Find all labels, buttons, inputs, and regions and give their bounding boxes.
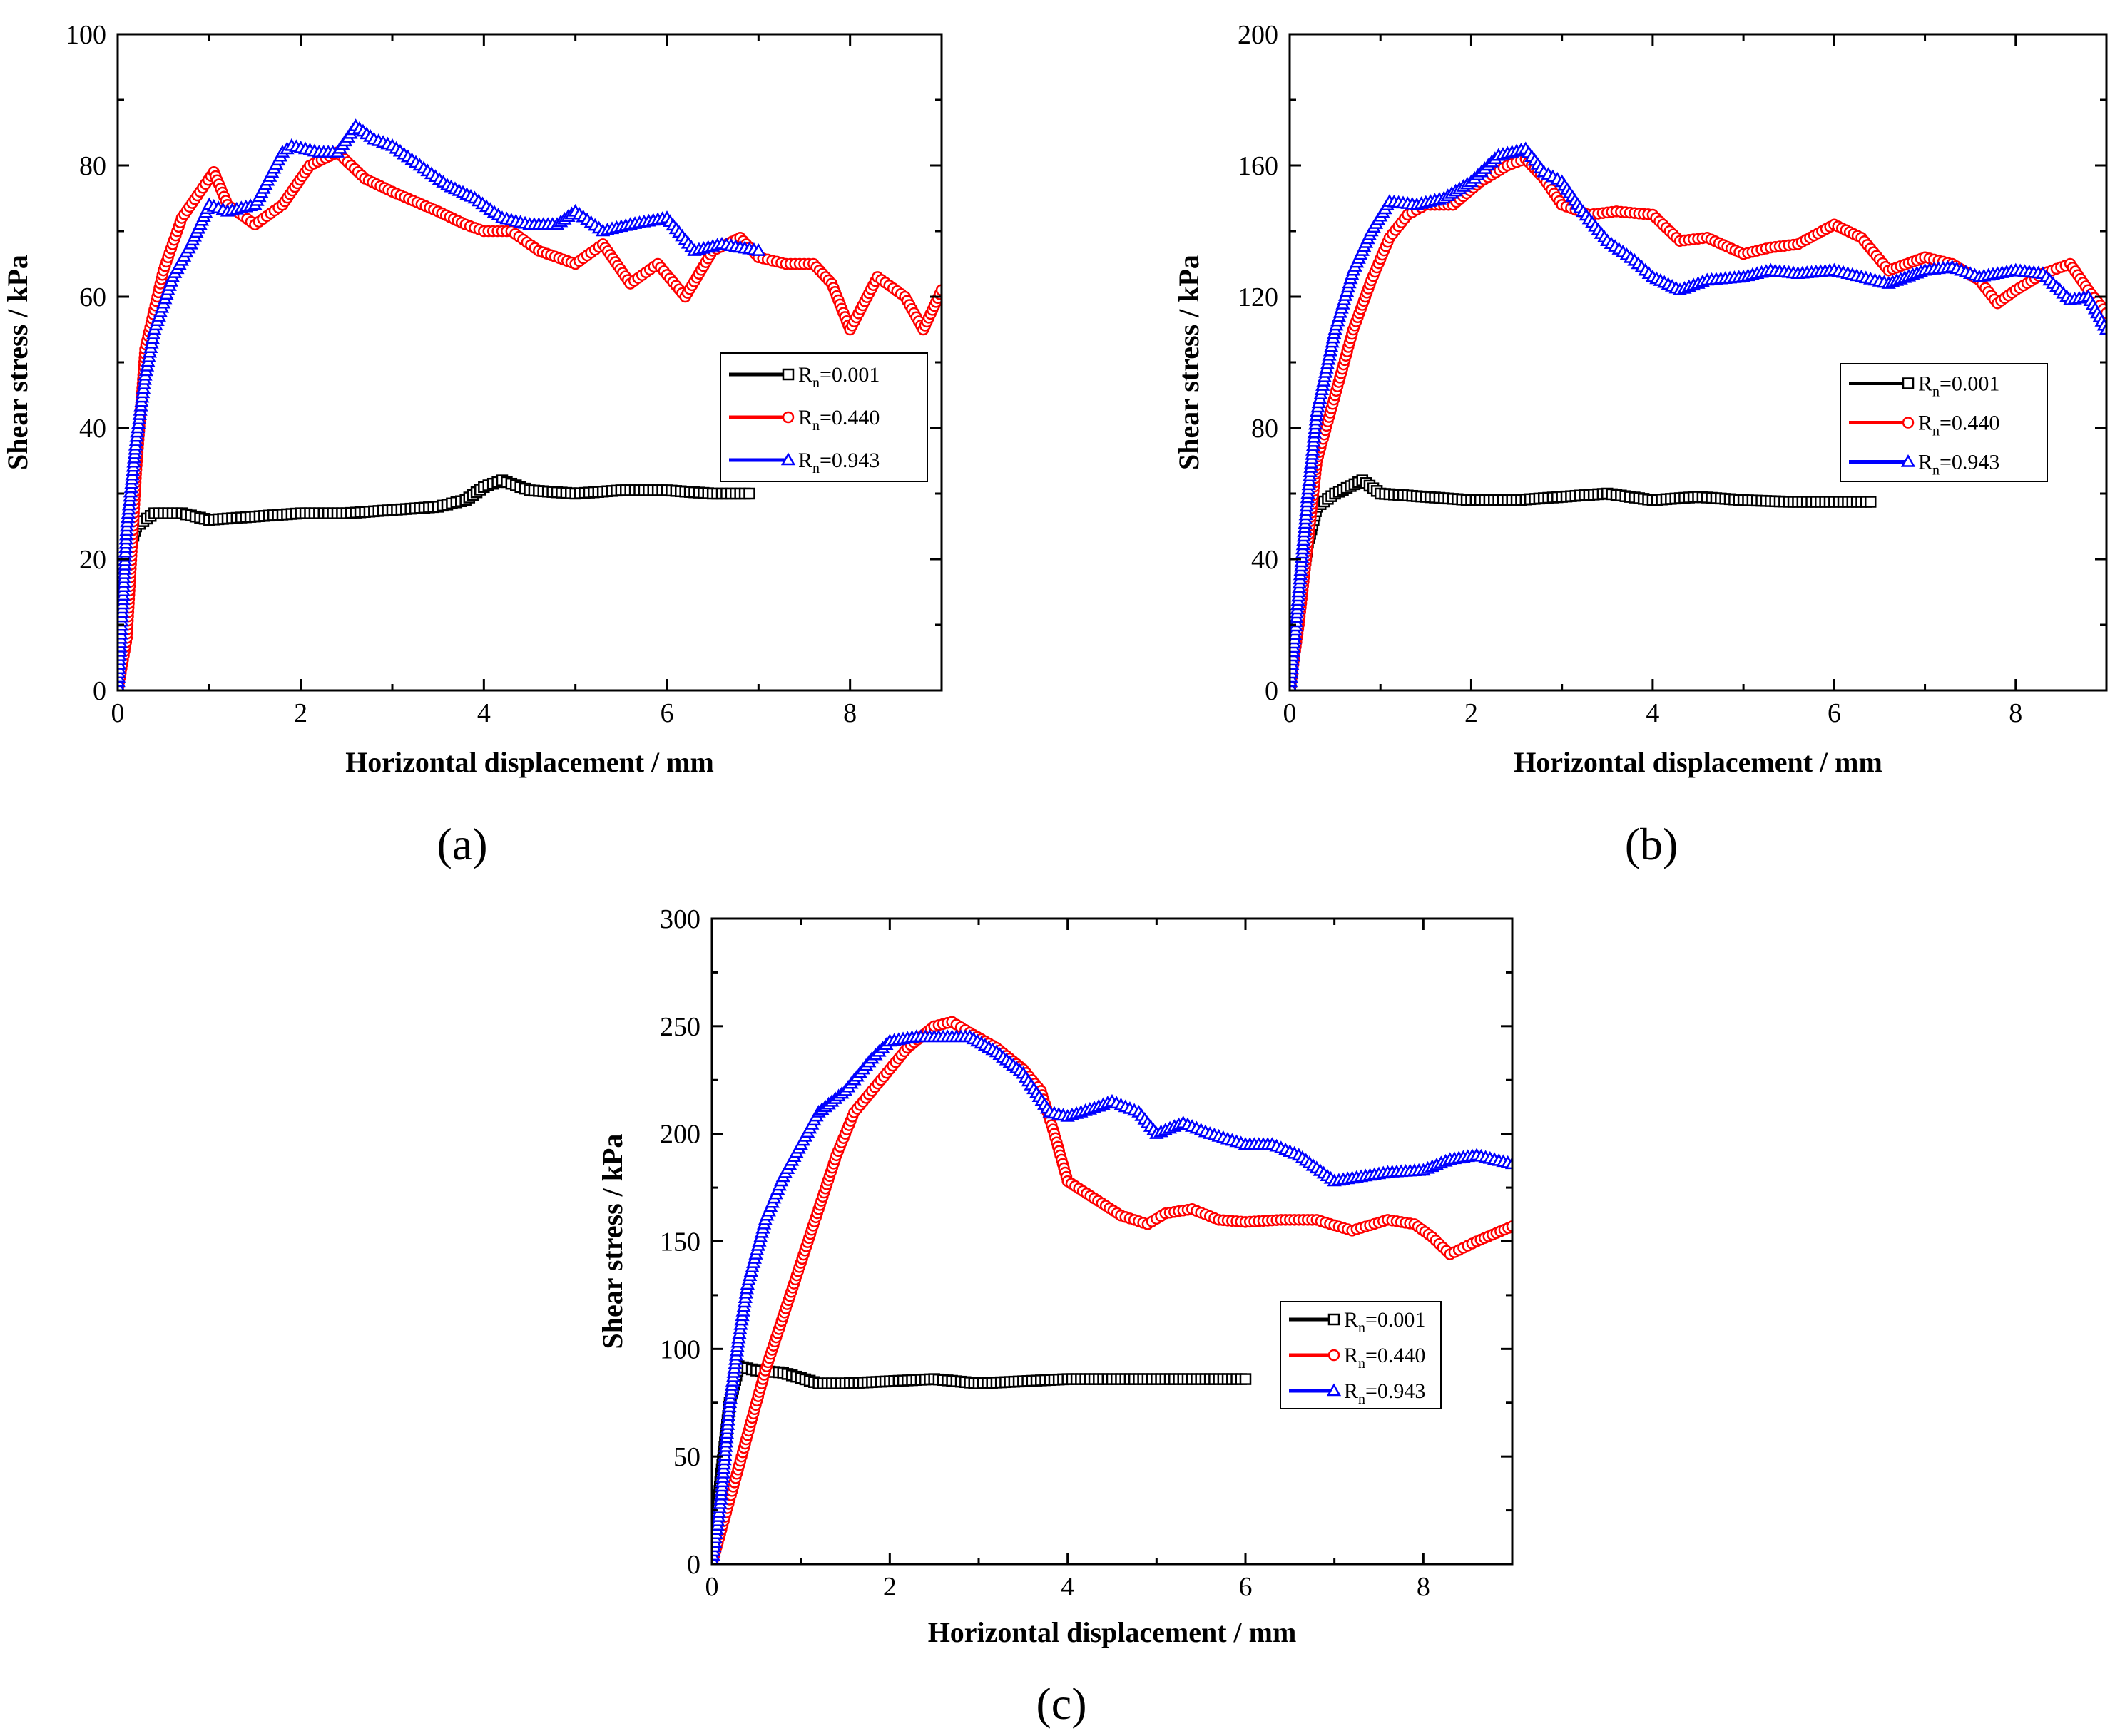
x-tick-label: 0	[705, 1572, 719, 1602]
x-tick-label: 2	[294, 698, 307, 728]
x-tick-label: 2	[1464, 698, 1478, 728]
y-tick-label: 150	[660, 1227, 700, 1257]
y-tick-label: 200	[1238, 20, 1278, 50]
y-tick-label: 40	[1251, 545, 1278, 575]
x-tick-label: 0	[1283, 698, 1297, 728]
x-axis-title: Horizontal displacement / mm	[928, 1616, 1297, 1648]
y-tick-label: 40	[79, 414, 106, 444]
x-tick-label: 8	[1417, 1572, 1430, 1602]
x-tick-label: 6	[1828, 698, 1841, 728]
data-point	[1329, 1314, 1339, 1324]
y-tick-label: 300	[660, 904, 700, 934]
data-point	[745, 489, 755, 499]
data-point	[1240, 1374, 1250, 1384]
panel-label: (c)	[1036, 1678, 1086, 1729]
series-0	[113, 476, 755, 695]
y-tick-label: 50	[673, 1442, 700, 1472]
panel-label: (a)	[437, 819, 487, 869]
y-tick-label: 0	[93, 676, 106, 706]
data-point	[1329, 1350, 1339, 1360]
y-tick-label: 0	[1265, 676, 1278, 706]
y-tick-label: 200	[660, 1120, 700, 1150]
y-axis-title: Shear stress / kPa	[1, 255, 34, 470]
x-tick-label: 6	[661, 698, 674, 728]
data-point	[783, 412, 793, 422]
plot-frame	[712, 919, 1512, 1564]
data-point	[1903, 418, 1913, 428]
y-tick-label: 80	[1251, 414, 1278, 444]
series-2	[706, 1031, 1518, 1568]
x-tick-label: 0	[111, 698, 125, 728]
plot-frame	[1290, 34, 2106, 690]
y-tick-label: 0	[687, 1550, 700, 1580]
x-tick-label: 8	[843, 698, 857, 728]
data-point	[783, 369, 793, 379]
series-0	[1285, 476, 1875, 695]
y-tick-label: 100	[660, 1334, 700, 1364]
figure: 0 2 4 6 8020406080100Horizontal displacement…	[0, 0, 2120, 1736]
y-tick-label: 60	[79, 282, 106, 312]
y-tick-label: 20	[79, 545, 106, 575]
y-tick-label: 250	[660, 1012, 700, 1042]
data-point	[1903, 379, 1913, 389]
y-tick-label: 160	[1238, 151, 1278, 181]
series-0	[707, 1361, 1250, 1569]
y-axis-title: Shear stress / kPa	[596, 1134, 628, 1349]
y-axis-title: Shear stress / kPa	[1173, 255, 1205, 470]
chart-panel-c: 0 2 4 6 8 0 50 100 150 200 250 300 Horizontal displa…	[596, 904, 1518, 1729]
x-tick-label: 6	[1239, 1572, 1253, 1602]
series-line	[712, 1037, 1512, 1564]
data-point	[1865, 497, 1875, 507]
panel-label: (b)	[1625, 819, 1678, 869]
y-tick-label: 100	[66, 20, 106, 50]
x-tick-label: 2	[883, 1572, 897, 1602]
x-axis-title: Horizontal displacement / mm	[1514, 746, 1882, 778]
series-line	[712, 1367, 1245, 1565]
x-tick-label: 8	[2009, 698, 2022, 728]
x-tick-label: 4	[1646, 698, 1659, 728]
x-axis-title: Horizontal displacement / mm	[345, 746, 714, 778]
x-tick-label: 4	[477, 698, 491, 728]
y-tick-label: 120	[1238, 282, 1278, 312]
y-tick-label: 80	[79, 151, 106, 181]
x-tick-label: 4	[1061, 1572, 1074, 1602]
series-line	[1290, 481, 1870, 690]
